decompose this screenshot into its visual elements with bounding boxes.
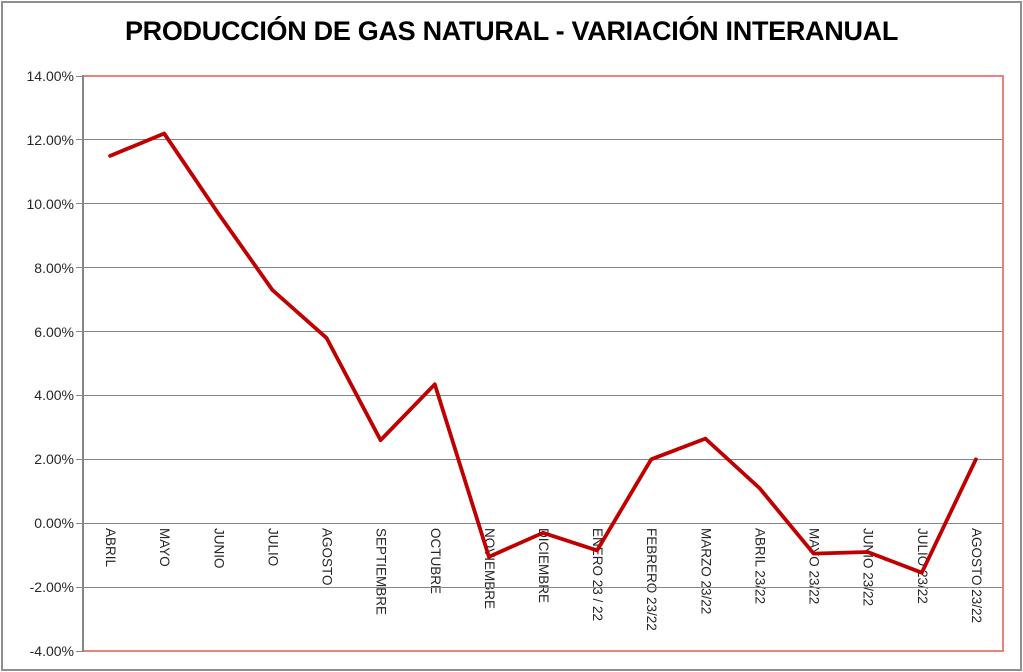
y-tick-label: 4.00%	[34, 387, 74, 404]
plot-border-right	[1002, 75, 1004, 652]
x-tick-label: AGOSTO 23/22	[968, 528, 984, 624]
y-tick-mark	[76, 650, 82, 652]
plot-border-bottom	[83, 650, 1003, 652]
x-tick-label: JUNIO	[211, 528, 227, 569]
x-tick-label: SEPTIEMBRE	[373, 528, 389, 616]
gridline	[83, 203, 1003, 205]
line-series	[108, 131, 978, 575]
x-tick-label: JULIO 23/22	[914, 528, 930, 604]
y-tick-label: 6.00%	[34, 323, 74, 340]
y-tick-mark	[76, 267, 82, 269]
y-tick-mark	[76, 331, 82, 333]
y-tick-label: -2.00%	[29, 579, 74, 596]
y-tick-label: 8.00%	[34, 259, 74, 276]
gridline	[83, 586, 1003, 588]
x-tick-label: OCTUBRE	[427, 528, 443, 595]
y-tick-label: 2.00%	[34, 451, 74, 468]
plot-area	[83, 76, 1003, 651]
x-tick-label: ABRIL	[103, 528, 119, 568]
gridline	[83, 394, 1003, 396]
y-tick-label: -4.00%	[29, 643, 74, 659]
x-tick-label: MAYO	[157, 528, 173, 567]
y-tick-mark	[76, 458, 82, 460]
x-tick-label: JULIO	[265, 528, 281, 567]
y-tick-label: 14.00%	[26, 68, 74, 84]
x-tick-label: FEBRERO 23/22	[644, 528, 660, 631]
x-tick-label: MARZO 23/22	[698, 528, 714, 615]
y-tick-mark	[76, 394, 82, 396]
y-tick-mark	[76, 522, 82, 524]
x-tick-label: ENERO 23 / 22	[590, 528, 606, 622]
series-line	[108, 131, 978, 575]
x-tick-label: AGOSTO	[319, 528, 335, 586]
y-tick-mark	[76, 203, 82, 205]
y-tick-mark	[76, 139, 82, 141]
y-tick-mark	[76, 586, 82, 588]
y-tick-label: 10.00%	[26, 195, 74, 212]
y-tick-label: 0.00%	[34, 515, 74, 532]
gridline	[83, 331, 1003, 333]
x-tick-label: DICIEMBRE	[536, 528, 551, 604]
gridline	[83, 139, 1003, 141]
gridline	[83, 522, 1003, 524]
y-tick-mark	[76, 75, 82, 77]
x-tick-label: ABRIL 23/22	[752, 528, 768, 605]
y-axis-line	[82, 75, 84, 652]
chart-title: PRODUCCIÓN DE GAS NATURAL - VARIACIÓN IN…	[124, 16, 899, 46]
plot-border-top	[83, 75, 1003, 77]
gridline	[83, 267, 1003, 269]
y-tick-label: 12.00%	[26, 131, 74, 148]
gridline	[83, 458, 1003, 460]
